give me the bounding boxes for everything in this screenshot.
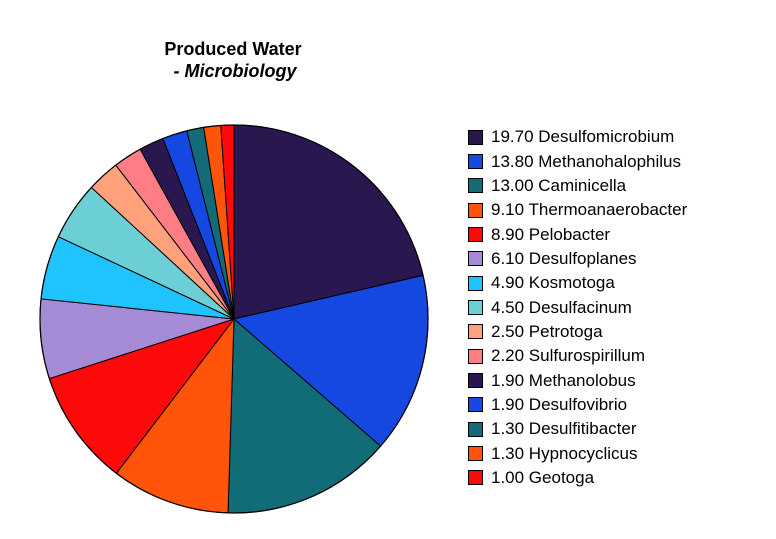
legend-label: 19.70 Desulfomicrobium (491, 127, 675, 147)
legend-item-hypnocyclicus: 1.30 Hypnocyclicus (468, 441, 687, 465)
legend-swatch (468, 446, 483, 462)
legend-item-desulfoplanes: 6.10 Desulfoplanes (468, 247, 687, 271)
legend-swatch (468, 397, 483, 413)
legend-item-desulfacinum: 4.50 Desulfacinum (468, 295, 687, 319)
legend-item-caminicella: 13.00 Caminicella (468, 174, 687, 198)
legend-swatch (468, 324, 483, 340)
legend-item-desulfitibacter: 1.30 Desulfitibacter (468, 417, 687, 441)
legend-label: 4.90 Kosmotoga (491, 273, 615, 293)
legend-item-methanohalophilus: 13.80 Methanohalophilus (468, 149, 687, 173)
legend-item-methanolobus: 1.90 Methanolobus (468, 368, 687, 392)
legend-label: 1.90 Methanolobus (491, 370, 636, 390)
pie-outline (39, 124, 429, 514)
legend-label: 1.30 Hypnocyclicus (491, 443, 638, 463)
legend-item-sulfurospirillum: 2.20 Sulfurospirillum (468, 344, 687, 368)
legend-label: 1.30 Desulfitibacter (491, 419, 637, 439)
legend-item-thermoanaerobacter: 9.10 Thermoanaerobacter (468, 198, 687, 222)
legend-item-desulfomicrobium: 19.70 Desulfomicrobium (468, 125, 687, 149)
legend-swatch (468, 373, 483, 389)
legend-swatch (468, 129, 483, 145)
legend-swatch (468, 227, 483, 243)
legend-label: 9.10 Thermoanaerobacter (491, 200, 688, 220)
legend-swatch (468, 154, 483, 170)
legend-label: 4.50 Desulfacinum (491, 297, 632, 317)
legend-swatch (468, 421, 483, 437)
chart-legend: 19.70 Desulfomicrobium 13.80 Methanohalop… (468, 125, 687, 490)
legend-label: 8.90 Pelobacter (491, 224, 611, 244)
legend-label: 2.50 Petrotoga (491, 321, 603, 341)
legend-label: 2.20 Sulfurospirillum (491, 346, 646, 366)
legend-item-geotoga: 1.00 Geotoga (468, 466, 687, 490)
legend-swatch (468, 202, 483, 218)
chart-title: Produced Water (164, 39, 302, 59)
legend-label: 6.10 Desulfoplanes (491, 248, 637, 268)
legend-item-petrotoga: 2.50 Petrotoga (468, 320, 687, 344)
legend-label: 13.80 Methanohalophilus (491, 151, 681, 171)
legend-item-desulfovibrio: 1.90 Desulfovibrio (468, 393, 687, 417)
legend-label: 1.90 Desulfovibrio (491, 394, 628, 414)
legend-swatch (468, 275, 483, 291)
legend-swatch (468, 251, 483, 267)
legend-item-pelobacter: 8.90 Pelobacter (468, 222, 687, 246)
legend-label: 13.00 Caminicella (491, 175, 627, 195)
legend-swatch (468, 178, 483, 194)
legend-swatch (468, 348, 483, 364)
chart-title-block: Produced Water - Microbiology (138, 38, 328, 82)
legend-item-kosmotoga: 4.90 Kosmotoga (468, 271, 687, 295)
legend-label: 1.00 Geotoga (491, 467, 595, 487)
chart-subtitle: - Microbiology (173, 61, 297, 81)
legend-swatch (468, 470, 483, 486)
legend-swatch (468, 300, 483, 316)
